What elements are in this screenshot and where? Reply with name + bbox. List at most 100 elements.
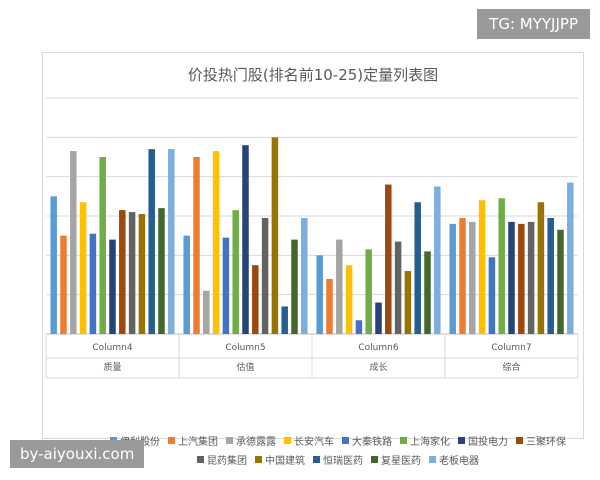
- legend-swatch: [458, 437, 465, 444]
- category-label: 估值: [236, 361, 254, 373]
- bar-1-4: [449, 223, 456, 334]
- bar-1-1: [50, 196, 57, 334]
- bar-1-2: [183, 235, 190, 334]
- bar-2-2: [193, 157, 200, 334]
- bar-7-4: [508, 221, 515, 334]
- bar-3-1: [70, 151, 77, 334]
- category-label: 综合: [502, 361, 520, 373]
- legend-swatch: [284, 437, 291, 444]
- bar-11-2: [281, 306, 288, 334]
- bar-3-2: [203, 290, 210, 334]
- legend-item-13: 老板电器: [429, 452, 479, 467]
- bar-10-4: [537, 202, 545, 334]
- bar-1-3: [316, 255, 323, 334]
- bar-6-2: [232, 210, 239, 334]
- legend-label: 昆药集团: [207, 456, 247, 467]
- bar-12-4: [557, 229, 564, 334]
- legend-swatch: [400, 437, 407, 444]
- bar-6-1: [99, 157, 106, 334]
- bar-10-2: [271, 137, 279, 334]
- legend-item-7: 国投电力: [458, 433, 508, 448]
- bar-3-3: [336, 239, 343, 334]
- legend-item-12: 复星医药: [371, 452, 421, 467]
- bar-12-1: [158, 208, 165, 334]
- chart-legend: 伊利股份上汽集团承德露露长安汽车大秦铁路上海家化国投电力三聚环保昆药集团中国建筑…: [103, 433, 573, 467]
- bar-6-3: [365, 249, 372, 334]
- bar-8-1: [119, 210, 126, 334]
- bar-2-1: [60, 235, 67, 334]
- bar-13-2: [301, 217, 308, 334]
- legend-label: 上海家化: [410, 437, 450, 448]
- legend-item-6: 上海家化: [400, 433, 450, 448]
- bar-9-3: [394, 241, 402, 334]
- legend-swatch: [516, 437, 523, 444]
- bar-12-2: [291, 239, 298, 334]
- legend-swatch: [429, 456, 436, 463]
- bar-11-3: [414, 202, 421, 334]
- bar-8-2: [252, 265, 259, 334]
- legend-item-4: 长安汽车: [284, 433, 334, 448]
- legend-item-3: 承德露露: [226, 433, 276, 448]
- legend-item-9: 昆药集团: [197, 452, 247, 467]
- bar-9-4: [527, 221, 535, 334]
- bar-12-3: [424, 251, 431, 334]
- legend-label: 长安汽车: [294, 437, 334, 448]
- bar-7-3: [375, 302, 382, 334]
- legend-swatch: [168, 437, 175, 444]
- category-column-label: Column7: [491, 343, 531, 353]
- bar-4-3: [345, 265, 353, 334]
- bar-11-4: [547, 217, 554, 334]
- bar-5-2: [222, 237, 230, 334]
- bar-8-3: [385, 184, 392, 334]
- bar-2-4: [459, 217, 466, 334]
- legend-label: 中国建筑: [265, 456, 305, 467]
- legend-swatch: [255, 456, 262, 463]
- legend-swatch: [197, 456, 204, 463]
- category-label: 质量: [103, 361, 121, 373]
- legend-item-11: 恒瑞医药: [313, 452, 363, 467]
- legend-swatch: [371, 456, 378, 463]
- bar-chart: 价投热门股(排名前10-25)定量列表图0.020.040.060.080.01…: [45, 66, 579, 379]
- bar-10-3: [404, 271, 412, 334]
- legend-label: 国投电力: [468, 437, 508, 448]
- bar-9-2: [261, 217, 269, 334]
- bar-13-4: [567, 182, 574, 334]
- chart-title: 价投热门股(排名前10-25)定量列表图: [188, 66, 438, 84]
- watermark-top: TG: MYYJJPP: [477, 9, 590, 39]
- bar-4-1: [79, 202, 87, 334]
- legend-label: 承德露露: [236, 437, 276, 448]
- legend-item-10: 中国建筑: [255, 452, 305, 467]
- legend-swatch: [226, 437, 233, 444]
- bar-4-2: [212, 151, 220, 334]
- bar-5-3: [355, 320, 363, 334]
- bar-8-4: [518, 223, 525, 334]
- bar-3-4: [469, 221, 476, 334]
- legend-label: 上汽集团: [178, 437, 218, 448]
- category-column-label: Column6: [358, 343, 398, 353]
- bar-6-4: [498, 198, 505, 334]
- bar-13-1: [168, 149, 175, 334]
- bar-11-1: [148, 149, 155, 334]
- bar-13-3: [434, 186, 441, 334]
- legend-label: 老板电器: [439, 456, 479, 467]
- legend-swatch: [313, 456, 320, 463]
- category-label: 成长: [369, 361, 387, 373]
- legend-item-8: 三聚环保: [516, 433, 566, 448]
- legend-label: 大秦铁路: [352, 437, 392, 448]
- legend-item-5: 大秦铁路: [342, 433, 392, 448]
- bar-7-1: [109, 239, 116, 334]
- bar-4-4: [478, 200, 486, 334]
- category-column-label: Column5: [225, 343, 265, 353]
- legend-label: 三聚环保: [526, 437, 566, 448]
- watermark-bottom: by-aiyouxi.com: [10, 440, 145, 468]
- legend-label: 恒瑞医药: [323, 456, 363, 467]
- legend-label: 复星医药: [381, 456, 421, 467]
- category-column-label: Column4: [92, 343, 132, 353]
- legend-item-2: 上汽集团: [168, 433, 218, 448]
- bar-7-2: [242, 145, 249, 334]
- bar-2-3: [326, 278, 333, 334]
- legend-swatch: [342, 437, 349, 444]
- bar-5-4: [488, 257, 496, 334]
- bar-10-1: [138, 214, 146, 334]
- chart-frame: 价投热门股(排名前10-25)定量列表图0.020.040.060.080.01…: [42, 52, 584, 467]
